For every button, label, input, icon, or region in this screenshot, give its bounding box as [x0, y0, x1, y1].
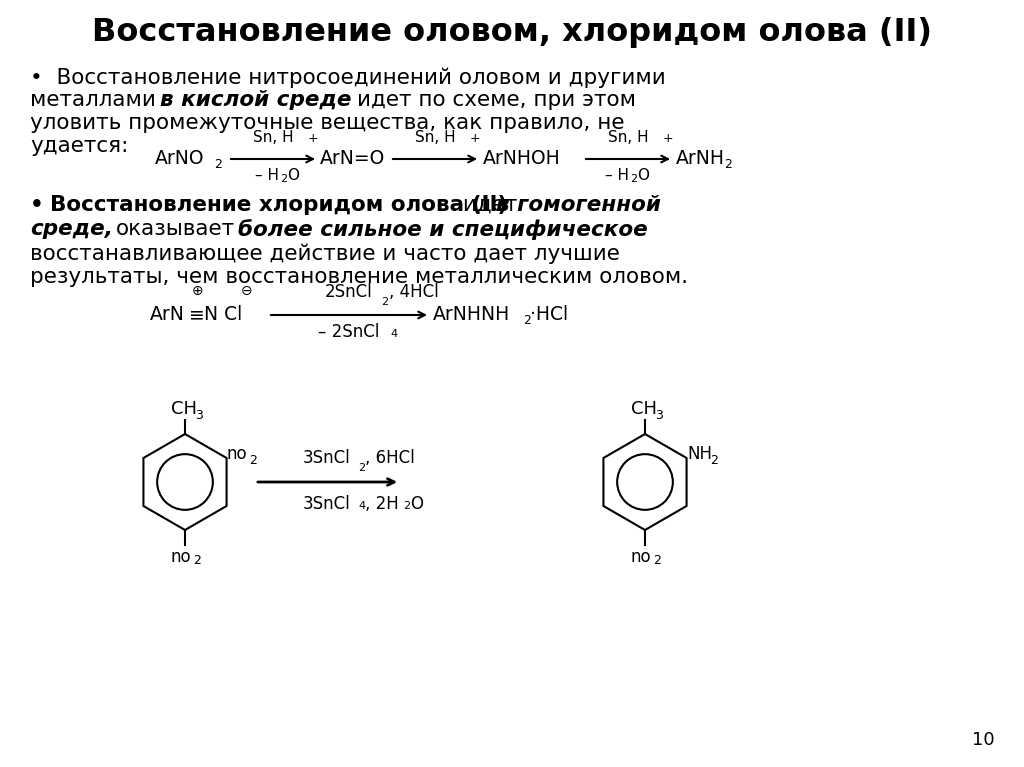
Text: в кислой среде: в кислой среде	[160, 90, 351, 110]
Text: O: O	[637, 168, 649, 183]
Text: Sn, H: Sn, H	[607, 130, 648, 145]
Text: 2: 2	[724, 157, 732, 170]
Text: идет по схеме, при этом: идет по схеме, при этом	[357, 90, 636, 110]
Text: 2: 2	[214, 157, 222, 170]
Text: CH: CH	[171, 400, 197, 418]
Text: 3SnCl: 3SnCl	[303, 495, 351, 513]
Text: •  Восстановление нитросоединений оловом и другими: • Восстановление нитросоединений оловом …	[30, 67, 666, 87]
Text: +: +	[308, 132, 318, 145]
Text: CH: CH	[631, 400, 657, 418]
Text: ArNHOH: ArNHOH	[483, 150, 561, 169]
Text: no: no	[227, 445, 248, 463]
Text: ArN: ArN	[150, 305, 185, 324]
Text: 3SnCl: 3SnCl	[303, 449, 351, 467]
Text: ArNO: ArNO	[155, 150, 205, 169]
Text: , 6HCl: , 6HCl	[365, 449, 415, 467]
Text: 2: 2	[653, 554, 660, 567]
Text: 2: 2	[358, 463, 366, 473]
Text: 2: 2	[403, 501, 411, 511]
Text: O: O	[410, 495, 423, 513]
Text: 2: 2	[193, 554, 201, 567]
Text: в гомогенной: в гомогенной	[496, 195, 662, 215]
Text: 10: 10	[973, 731, 995, 749]
Text: 2: 2	[249, 453, 257, 466]
Text: 2: 2	[523, 314, 530, 327]
Text: , 2H: , 2H	[365, 495, 398, 513]
Text: NH: NH	[687, 445, 712, 463]
Text: идет: идет	[456, 195, 524, 215]
Text: металлами: металлами	[30, 90, 156, 110]
Text: +: +	[663, 132, 674, 145]
Text: no: no	[631, 548, 651, 566]
Text: ⊖: ⊖	[242, 284, 253, 298]
Text: 2SnCl: 2SnCl	[326, 283, 373, 301]
Text: +: +	[470, 132, 480, 145]
Text: 2: 2	[381, 297, 388, 307]
Text: удается:: удается:	[30, 136, 128, 156]
Text: – H: – H	[605, 168, 629, 183]
Text: уловить промежуточные вещества, как правило, не: уловить промежуточные вещества, как прав…	[30, 113, 625, 133]
Text: результаты, чем восстановление металлическим оловом.: результаты, чем восстановление металличе…	[30, 267, 688, 287]
Text: •: •	[30, 195, 44, 215]
Text: O: O	[287, 168, 299, 183]
Text: ArNHNH: ArNHNH	[433, 305, 510, 324]
Text: Sn, H: Sn, H	[253, 130, 293, 145]
Text: – 2SnCl: – 2SnCl	[318, 323, 380, 341]
Text: no: no	[171, 548, 191, 566]
Text: Sn, H: Sn, H	[415, 130, 456, 145]
Text: 2: 2	[630, 174, 637, 184]
Text: ≡: ≡	[189, 305, 205, 324]
Text: 3: 3	[655, 409, 663, 422]
Text: оказывает: оказывает	[116, 219, 236, 239]
Text: 4: 4	[358, 501, 366, 511]
Text: N Cl: N Cl	[204, 305, 243, 324]
Text: 2: 2	[710, 453, 718, 466]
Text: 3: 3	[195, 409, 203, 422]
Text: ⊕: ⊕	[193, 284, 204, 298]
Text: 4: 4	[390, 329, 397, 339]
Text: Восстановление хлоридом олова (II): Восстановление хлоридом олова (II)	[50, 195, 507, 215]
Text: 2: 2	[280, 174, 287, 184]
Text: – H: – H	[255, 168, 279, 183]
Text: ArN=O: ArN=O	[319, 150, 385, 169]
Text: Восстановление оловом, хлоридом олова (II): Восстановление оловом, хлоридом олова (I…	[92, 17, 932, 48]
Text: , 4HCl: , 4HCl	[389, 283, 438, 301]
Text: ArNH: ArNH	[676, 150, 725, 169]
Text: более сильное и специфическое: более сильное и специфическое	[238, 219, 648, 240]
Text: восстанавливающее действие и часто дает лучшие: восстанавливающее действие и часто дает …	[30, 243, 620, 264]
Text: ·HCl: ·HCl	[530, 305, 568, 324]
Text: среде,: среде,	[30, 219, 113, 239]
